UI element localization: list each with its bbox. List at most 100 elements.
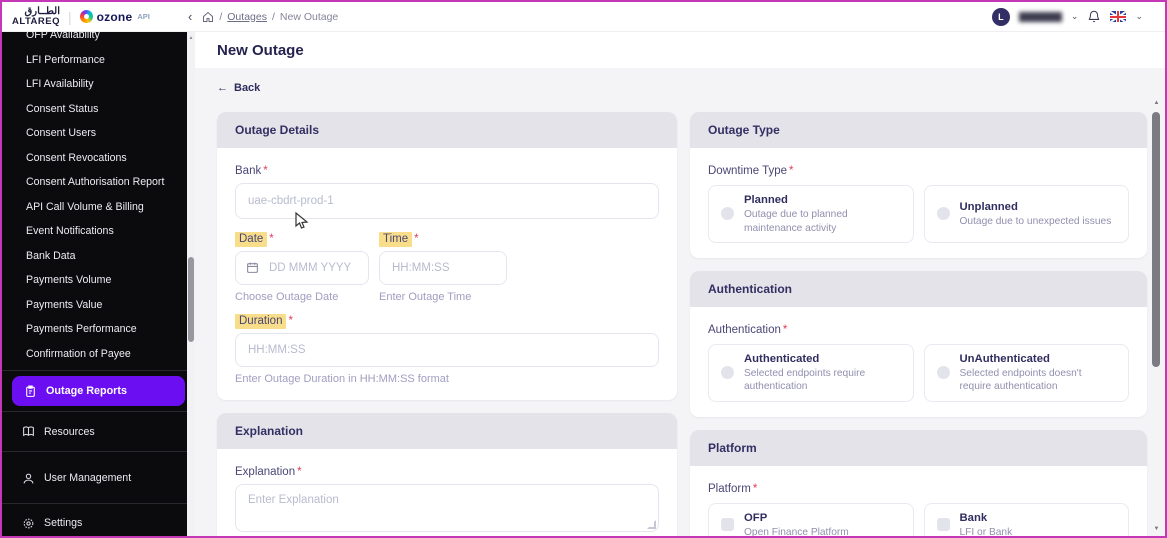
explanation-card: Explanation Explanation * Enter Explanati… — [217, 413, 677, 536]
duration-helper-text: Enter Outage Duration in HH:MM:SS format — [235, 373, 449, 385]
explanation-card-header: Explanation — [217, 413, 677, 449]
scroll-up-icon[interactable]: ▲ — [1153, 100, 1160, 106]
authentication-label: Authentication * — [708, 323, 788, 336]
user-management-icon — [23, 473, 34, 483]
sidebar-item-ofp-availability[interactable]: OFP Availability — [26, 32, 100, 42]
breadcrumb-separator: / — [271, 10, 275, 23]
back-button[interactable]: ← Back — [217, 82, 260, 94]
sidebar-item-confirmation-of-payee[interactable]: Confirmation of Payee — [26, 347, 131, 360]
outage-reports-icon — [26, 385, 35, 397]
sidebar-item-user-management[interactable]: User Management — [2, 461, 195, 495]
explanation-textarea[interactable] — [235, 484, 659, 532]
platform-card: Platform Platform * OFP Open Finance Plat… — [690, 429, 1147, 536]
page-title: New Outage — [217, 42, 304, 59]
sidebar-divider — [2, 411, 195, 412]
back-button-label: Back — [234, 82, 261, 94]
radio-icon[interactable] — [721, 366, 734, 380]
radio-icon[interactable] — [721, 207, 734, 221]
resources-book-icon — [23, 426, 34, 437]
checkbox-icon[interactable] — [936, 518, 950, 532]
required-asterisk: * — [297, 466, 302, 478]
radio-option-planned[interactable]: Planned Outage due to planned maintenanc… — [708, 185, 914, 243]
option-description: Outage due to planned maintenance activi… — [744, 209, 848, 234]
bank-field-group: Bank * — [235, 161, 659, 219]
sidebar-item-lfi-availability[interactable]: LFI Availability — [26, 78, 94, 91]
sidebar-item-lfi-performance[interactable]: LFI Performance — [26, 53, 105, 66]
sidebar-divider — [2, 503, 195, 504]
altareq-logo-arabic: الطــارق — [24, 5, 61, 17]
sidebar-item-consent-revocations[interactable]: Consent Revocations — [26, 151, 127, 164]
sidebar-scrollbar-thumb[interactable] — [188, 257, 194, 342]
checkbox-option-bank[interactable]: Bank LFI or Bank — [923, 502, 1129, 536]
sidebar-item-consent-users[interactable]: Consent Users — [26, 127, 97, 140]
main-scrollbar[interactable]: ▲ ▼ — [1150, 96, 1163, 536]
date-label-highlighted: Date — [235, 232, 268, 247]
date-input[interactable] — [235, 251, 369, 285]
time-label-highlighted: Time — [379, 232, 413, 247]
sidebar-item-payments-value[interactable]: Payments Value — [26, 298, 103, 311]
user-name-redacted: ████████ — [1018, 11, 1062, 22]
language-chevron-icon[interactable]: ⌄ — [1135, 11, 1143, 21]
option-description: Selected endpoints doesn't require authe… — [959, 368, 1082, 393]
option-description: LFI or Bank — [959, 526, 1013, 536]
time-input[interactable] — [379, 251, 507, 285]
required-asterisk: * — [782, 323, 788, 336]
scroll-up-icon[interactable]: ▲ — [188, 35, 194, 41]
home-icon[interactable] — [202, 11, 214, 23]
date-helper-text: Choose Outage Date — [235, 291, 339, 303]
date-field-group: Date* Choose Outage Date — [235, 229, 369, 303]
sidebar-item-resources[interactable]: Resources — [2, 416, 195, 447]
option-title: Bank — [959, 511, 988, 524]
option-title: Unplanned — [959, 200, 1018, 213]
breadcrumb: / Outages / New Outage — [202, 11, 338, 23]
user-avatar[interactable]: L — [991, 7, 1010, 26]
radio-option-unplanned[interactable]: Unplanned Outage due to unexpected issue… — [923, 185, 1129, 243]
sidebar-item-outage-reports[interactable]: Outage Reports — [12, 376, 185, 406]
ozone-api-logo: ozone API — [79, 10, 150, 24]
sidebar-item-label: Resources — [44, 425, 95, 438]
sidebar-item-payments-performance[interactable]: Payments Performance — [26, 323, 137, 336]
user-menu-chevron-icon[interactable]: ⌄ — [1070, 11, 1079, 21]
main-scrollbar-thumb[interactable] — [1152, 112, 1160, 367]
sidebar-item-consent-authorisation-report[interactable]: Consent Authorisation Report — [26, 176, 165, 189]
sidebar-item-label: Outage Reports — [46, 385, 127, 397]
breadcrumb-link-outages[interactable]: Outages — [227, 10, 267, 23]
language-flag-uk-icon[interactable] — [1110, 11, 1127, 22]
scroll-down-icon[interactable]: ▼ — [1153, 526, 1160, 532]
checkbox-option-ofp[interactable]: OFP Open Finance Platform — [708, 502, 914, 536]
sidebar-item-bank-data[interactable]: Bank Data — [26, 249, 76, 262]
option-title: Planned — [744, 194, 788, 206]
sidebar-item-api-call-volume-billing[interactable]: API Call Volume & Billing — [26, 200, 144, 213]
settings-gear-icon — [23, 518, 34, 528]
duration-input[interactable] — [235, 333, 659, 367]
sidebar-collapse-icon[interactable]: ‹ — [188, 9, 193, 24]
breadcrumb-current: New Outage — [279, 10, 339, 23]
sidebar-item-event-notifications[interactable]: Event Notifications — [26, 225, 114, 238]
option-title: OFP — [744, 511, 768, 524]
breadcrumb-separator: / — [219, 10, 223, 23]
time-field-group: Time* Enter Outage Time — [379, 229, 507, 303]
time-helper-text: Enter Outage Time — [379, 291, 472, 303]
sidebar-item-consent-status[interactable]: Consent Status — [26, 102, 99, 115]
radio-option-authenticated[interactable]: Authenticated Selected endpoints require… — [708, 343, 914, 402]
sidebar-item-settings[interactable]: Settings — [2, 508, 195, 536]
radio-option-unauthenticated[interactable]: UnAuthenticated Selected endpoints doesn… — [923, 343, 1129, 402]
outage-details-card: Outage Details Bank* Date* — [217, 112, 677, 400]
bank-input[interactable] — [235, 183, 659, 219]
radio-icon[interactable] — [936, 207, 950, 221]
notifications-bell-icon[interactable] — [1087, 9, 1101, 24]
checkbox-icon[interactable] — [721, 518, 734, 532]
option-description: Selected endpoints require authenticatio… — [744, 368, 866, 393]
duration-label-highlighted: Duration — [235, 314, 287, 329]
duration-field-group: Duration* Enter Outage Duration in HH:MM… — [235, 311, 659, 385]
downtime-type-label: Downtime Type * — [708, 165, 794, 177]
sidebar-item-payments-volume[interactable]: Payments Volume — [26, 274, 112, 287]
outage-details-card-header: Outage Details — [217, 112, 677, 148]
option-description: Outage due to unexpected issues — [959, 215, 1112, 227]
main-content: New Outage ← Back Outage Details Bank * — [195, 32, 1165, 536]
top-bar: الطــارق ALTAREQ | ozone API ‹ / Outages… — [2, 2, 1165, 32]
outage-type-card: Outage Type Downtime Type * Planned Outag… — [690, 112, 1147, 258]
sidebar-scrollbar[interactable]: ▲ — [187, 32, 195, 536]
radio-icon[interactable] — [936, 366, 950, 380]
content-area: ← Back Outage Details Bank* Date* — [195, 68, 1165, 536]
